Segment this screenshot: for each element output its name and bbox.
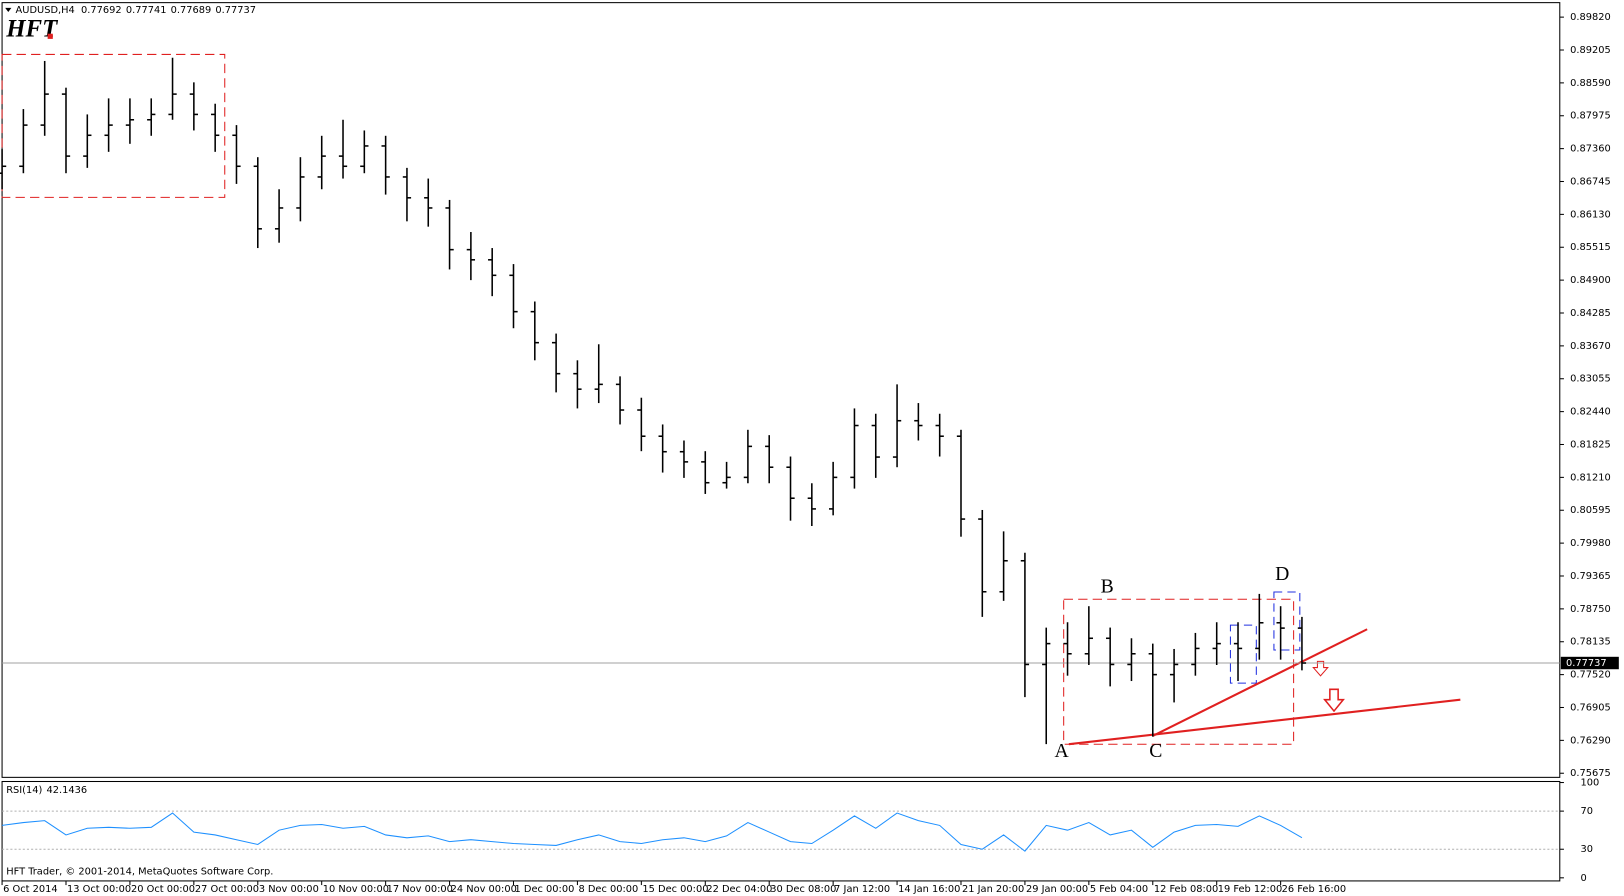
copyright: HFT Trader, © 2001-2014, MetaQuotes Soft…: [6, 867, 273, 878]
y-tick-label: 30: [1581, 844, 1594, 855]
current-price-box: [1560, 656, 1619, 670]
x-tick-label: 19 Feb 12:00: [1218, 884, 1282, 895]
y-tick-label: 0.81825: [1570, 439, 1611, 450]
trend-line: [1152, 628, 1368, 737]
x-tick-label: 1 Dec 00:00: [515, 884, 575, 895]
rsi-line: [2, 812, 1303, 852]
x-tick-label: 17 Nov 00:00: [387, 884, 453, 895]
x-tick-label: 30 Dec 08:00: [770, 884, 836, 895]
y-tick-label: 0.77520: [1570, 670, 1611, 681]
y-tick-label: 0.82440: [1570, 407, 1611, 418]
y-tick-label: 0.89820: [1570, 12, 1611, 23]
rsi-last: 42.1436: [46, 785, 87, 796]
x-tick-label: 14 Jan 16:00: [898, 884, 960, 895]
x-tick-label: 6 Oct 2014: [3, 884, 58, 895]
header-open: 0.77692: [81, 5, 122, 16]
header-close: 0.77737: [215, 5, 256, 16]
x-tick-label: 10 Nov 00:00: [323, 884, 389, 895]
y-tick-label: 0: [1581, 873, 1587, 884]
x-tick-label: 27 Oct 00:00: [195, 884, 259, 895]
y-tick-label: 0.79365: [1570, 571, 1611, 582]
y-tick-label: 0.86745: [1570, 177, 1611, 188]
x-tick-label: 22 Dec 04:00: [706, 884, 772, 895]
main-panel: [1, 2, 1561, 778]
trend-line: [1068, 698, 1461, 746]
x-tick-label: 12 Feb 08:00: [1154, 884, 1218, 895]
range-box: [1, 53, 226, 198]
x-tick-label: 5 Feb 04:00: [1090, 884, 1148, 895]
blue-box: [1273, 591, 1301, 651]
pattern-label: D: [1275, 563, 1289, 585]
y-tick-label: 0.78750: [1570, 604, 1611, 615]
y-tick-label: 0.87975: [1570, 111, 1611, 122]
logo-dot: [47, 33, 53, 39]
y-tick-label: 0.83055: [1570, 374, 1611, 385]
pattern-label: B: [1101, 575, 1114, 597]
y-tick-label: 0.83670: [1570, 341, 1611, 352]
y-tick-label: 0.88590: [1570, 78, 1611, 89]
y-tick-label: 0.84900: [1570, 275, 1611, 286]
x-tick-label: 8 Dec 00:00: [578, 884, 638, 895]
y-tick-label: 0.79980: [1570, 538, 1611, 549]
y-tick-label: 0.80595: [1570, 505, 1611, 516]
blue-box: [1229, 624, 1257, 684]
symbol: AUDUSD,H4: [16, 5, 75, 16]
y-tick-label: 0.89205: [1570, 45, 1611, 56]
header-low: 0.77689: [171, 5, 212, 16]
y-tick-label: 0.85515: [1570, 242, 1611, 253]
rsi-name: RSI(14): [6, 785, 42, 796]
blue-boxes: [1229, 591, 1301, 684]
x-tick-label: 20 Oct 00:00: [131, 884, 195, 895]
rsi-panel: [1, 780, 1561, 882]
y-tick-label: 0.86130: [1570, 209, 1611, 220]
y-tick-label: 70: [1581, 806, 1594, 817]
y-tick-label: 0.84285: [1570, 308, 1611, 319]
pattern-label: A: [1055, 740, 1070, 762]
rsi-header: RSI(14) 42.1436: [6, 785, 87, 796]
y-tick-label: 0.81210: [1570, 472, 1611, 483]
down-arrow: [1312, 660, 1329, 677]
y-tick-label: 100: [1581, 778, 1600, 789]
x-tick-label: 3 Nov 00:00: [259, 884, 319, 895]
annotations: [1, 53, 1295, 745]
down-arrow: [1323, 688, 1345, 713]
x-tick-label: 7 Jan 12:00: [834, 884, 890, 895]
x-tick-label: 29 Jan 00:00: [1026, 884, 1088, 895]
x-tick-label: 15 Dec 00:00: [642, 884, 708, 895]
x-tick-label: 26 Feb 16:00: [1282, 884, 1346, 895]
menu-triangle: [5, 7, 12, 12]
pattern-label: C: [1149, 740, 1162, 762]
y-tick-label: 0.78135: [1570, 637, 1611, 648]
x-tick-label: 13 Oct 00:00: [67, 884, 131, 895]
header-high: 0.77741: [126, 5, 167, 16]
x-tick-label: 24 Nov 00:00: [451, 884, 517, 895]
x-tick-label: 21 Jan 20:00: [962, 884, 1024, 895]
y-tick-label: 0.75675: [1570, 768, 1611, 779]
current-price-label: 0.77737: [1566, 658, 1607, 669]
y-tick-label: 0.76290: [1570, 735, 1611, 746]
y-tick-label: 0.76905: [1570, 702, 1611, 713]
y-tick-label: 0.87360: [1570, 144, 1611, 155]
symbol-header: AUDUSD,H4 0.77692 0.77741 0.77689 0.77737: [16, 5, 257, 16]
